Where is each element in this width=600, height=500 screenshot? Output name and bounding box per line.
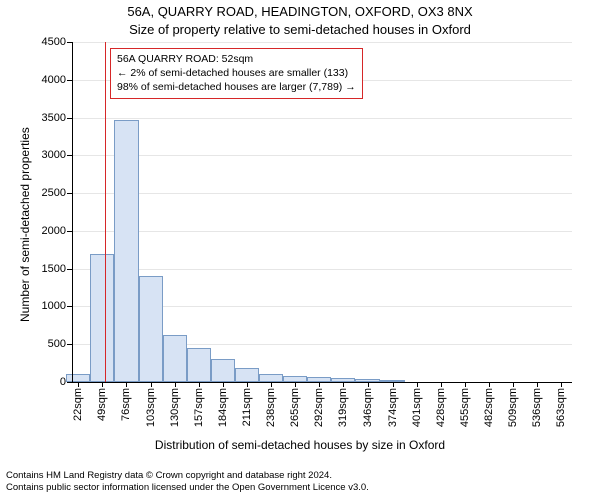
- x-tick-label: 482sqm: [483, 388, 495, 427]
- x-tick-label: 265sqm: [289, 388, 301, 427]
- chart-title-sub: Size of property relative to semi-detach…: [0, 22, 600, 37]
- y-axis-label: Number of semi-detached properties: [18, 127, 32, 322]
- y-tick-label: 2500: [42, 187, 66, 199]
- x-tick-label: 292sqm: [313, 388, 325, 427]
- chart-title-main: 56A, QUARRY ROAD, HEADINGTON, OXFORD, OX…: [0, 4, 600, 19]
- footer-line-2: Contains public sector information licen…: [6, 482, 369, 494]
- annotation-box: 56A QUARRY ROAD: 52sqm← 2% of semi-detac…: [110, 48, 363, 99]
- histogram-bar: [211, 359, 235, 382]
- y-tick-label: 0: [60, 376, 66, 388]
- x-tick-label: 455sqm: [459, 388, 471, 427]
- y-axis-line: [72, 42, 73, 382]
- y-tick-label: 3500: [42, 112, 66, 124]
- grid-line: [72, 193, 572, 194]
- x-tick-label: 319sqm: [337, 388, 349, 427]
- histogram-bar: [90, 254, 114, 382]
- histogram-bar: [235, 368, 259, 382]
- x-tick-label: 184sqm: [217, 388, 229, 427]
- x-tick-label: 76sqm: [120, 388, 132, 421]
- x-tick-label: 509sqm: [507, 388, 519, 427]
- grid-line: [72, 231, 572, 232]
- histogram-bar: [187, 348, 211, 382]
- histogram-bar: [139, 276, 163, 382]
- x-tick-label: 401sqm: [411, 388, 423, 427]
- x-axis-line: [72, 382, 572, 383]
- grid-line: [72, 269, 572, 270]
- y-tick-label: 1500: [42, 263, 66, 275]
- x-tick-label: 103sqm: [145, 388, 157, 427]
- annotation-line: 56A QUARRY ROAD: 52sqm: [117, 52, 356, 66]
- x-tick-label: 346sqm: [362, 388, 374, 427]
- x-tick-label: 211sqm: [241, 388, 253, 426]
- y-tick-label: 4000: [42, 74, 66, 86]
- x-tick-label: 130sqm: [169, 388, 181, 427]
- histogram-bar: [114, 120, 138, 382]
- footer-line-1: Contains HM Land Registry data © Crown c…: [6, 470, 369, 482]
- histogram-bar: [259, 374, 283, 382]
- annotation-line: 98% of semi-detached houses are larger (…: [117, 80, 356, 94]
- x-tick-label: 49sqm: [96, 388, 108, 421]
- x-tick-label: 238sqm: [265, 388, 277, 427]
- y-tick-label: 3000: [42, 149, 66, 161]
- x-tick-label: 428sqm: [435, 388, 447, 427]
- y-tick-label: 2000: [42, 225, 66, 237]
- footer-attribution: Contains HM Land Registry data © Crown c…: [6, 470, 369, 495]
- x-axis-label: Distribution of semi-detached houses by …: [0, 438, 600, 452]
- y-tick-label: 500: [48, 338, 66, 350]
- grid-line: [72, 118, 572, 119]
- x-tick-label: 536sqm: [531, 388, 543, 427]
- x-tick-label: 22sqm: [72, 388, 84, 421]
- chart-container: 56A, QUARRY ROAD, HEADINGTON, OXFORD, OX…: [0, 0, 600, 500]
- reference-line: [105, 42, 106, 382]
- histogram-bar: [163, 335, 187, 382]
- x-tick-label: 157sqm: [193, 388, 205, 427]
- histogram-bar: [66, 374, 90, 382]
- grid-line: [72, 155, 572, 156]
- y-tick-label: 4500: [42, 36, 66, 48]
- y-tick-label: 1000: [42, 300, 66, 312]
- x-tick-label: 374sqm: [387, 388, 399, 427]
- x-tick-label: 563sqm: [555, 388, 567, 427]
- annotation-line: ← 2% of semi-detached houses are smaller…: [117, 66, 356, 80]
- grid-line: [72, 42, 572, 43]
